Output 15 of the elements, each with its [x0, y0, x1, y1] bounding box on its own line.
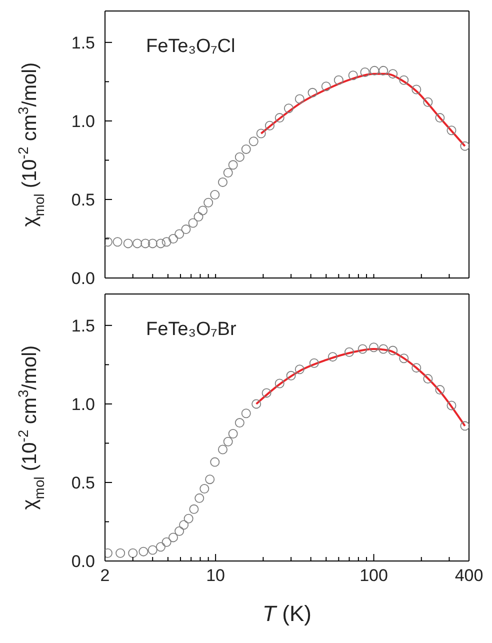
y-tick-label: 0.5	[71, 473, 95, 492]
y-tick-label: 1.0	[71, 394, 95, 414]
x-tick-label: 10	[206, 566, 226, 585]
x-axis-title: T (K)	[262, 601, 312, 626]
y-tick-label: 1.5	[71, 33, 95, 52]
annotation: FeTe₃O₇Cl	[146, 36, 236, 58]
y-tick-label: 1.5	[71, 316, 95, 336]
x-tick-label: 2	[100, 566, 110, 585]
y-tick-label: 0.0	[71, 552, 95, 571]
y-tick-label: 0.0	[71, 268, 95, 288]
x-tick-label: 100	[360, 566, 388, 585]
x-tick-label: 400	[454, 566, 484, 585]
y-tick-label: 1.0	[71, 112, 95, 131]
annotation: FeTe₃O₇Br	[146, 319, 236, 341]
y-tick-label: 0.5	[71, 190, 95, 210]
